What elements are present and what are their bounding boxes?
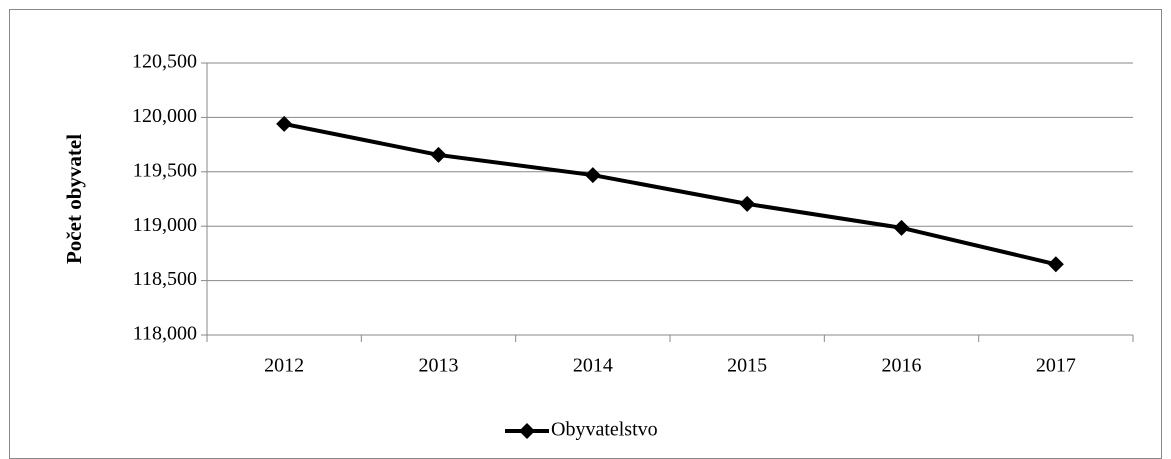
y-tick-label: 119,500 <box>133 159 197 181</box>
y-tick-label: 120,500 <box>132 51 197 73</box>
data-point <box>1047 256 1064 273</box>
x-tick-label: 2012 <box>264 355 304 377</box>
chart-border <box>9 9 1162 459</box>
data-point <box>893 219 910 236</box>
data-point <box>584 167 601 184</box>
y-tick-label: 118,000 <box>133 323 197 345</box>
legend-label: Obyvatelstvo <box>551 419 658 441</box>
y-tick-label: 120,000 <box>132 105 197 127</box>
x-tick-label: 2015 <box>727 355 767 377</box>
x-tick-label: 2016 <box>882 355 922 377</box>
legend-marker <box>519 423 535 439</box>
y-tick-label: 119,000 <box>133 214 197 236</box>
data-point <box>739 195 756 212</box>
data-point <box>430 146 447 163</box>
data-point <box>276 115 293 132</box>
series-line <box>283 121 1057 267</box>
x-tick-label: 2017 <box>1036 355 1076 377</box>
y-tick-label: 118,500 <box>133 268 197 290</box>
y-axis-label: Počet obyvatel <box>62 134 86 264</box>
x-tick-label: 2014 <box>573 355 613 377</box>
x-tick-label: 2013 <box>419 355 459 377</box>
